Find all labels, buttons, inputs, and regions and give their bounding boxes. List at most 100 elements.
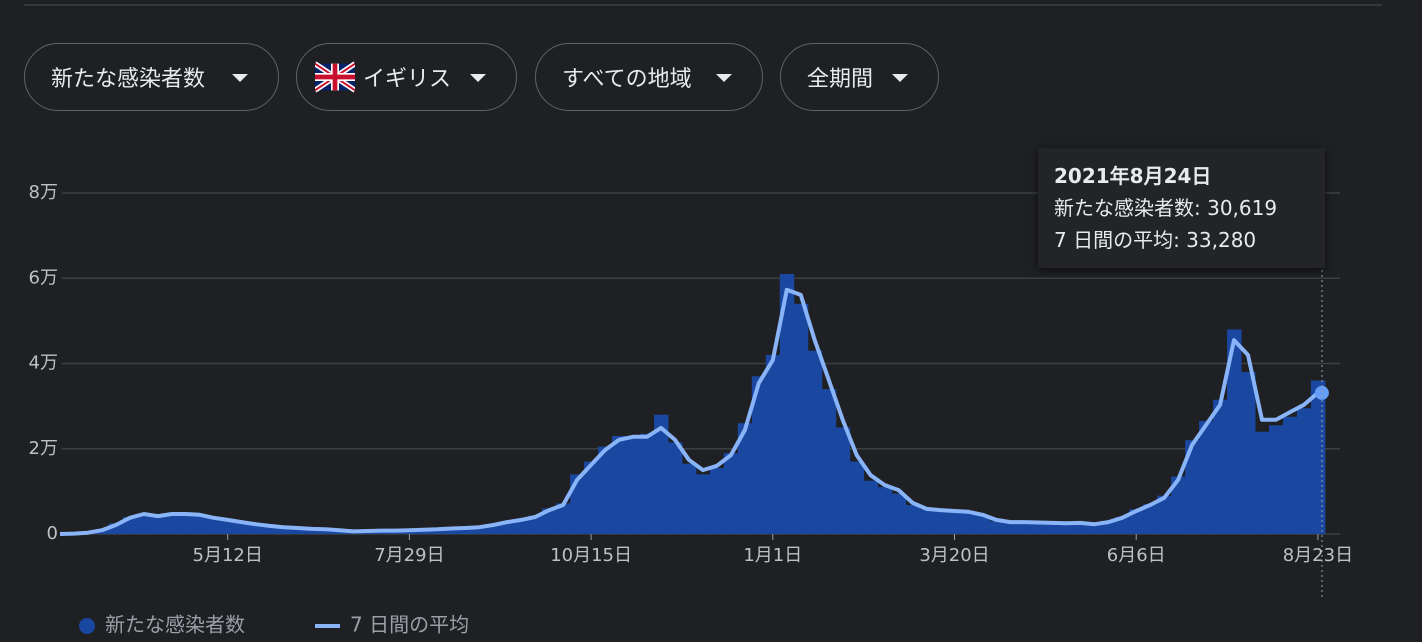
- bar: [849, 461, 865, 534]
- bar: [1003, 522, 1018, 534]
- bar: [486, 524, 501, 534]
- bar: [723, 453, 739, 534]
- bar: [835, 427, 851, 534]
- bar: [304, 529, 320, 534]
- bar: [626, 438, 641, 534]
- x-tick-label: 6月6日: [1107, 545, 1166, 566]
- bar: [1199, 421, 1214, 534]
- bar: [653, 414, 669, 534]
- bar: [276, 527, 292, 534]
- bar: [947, 511, 962, 534]
- bar: [1296, 408, 1312, 534]
- bar: [779, 273, 795, 534]
- bar: [612, 435, 627, 534]
- y-tick-label: 0: [47, 523, 58, 544]
- x-tick-label: 5月12日: [193, 545, 263, 566]
- bar: [598, 446, 613, 534]
- bar: [416, 529, 431, 534]
- bar: [863, 480, 879, 534]
- bar: [1073, 522, 1088, 534]
- bar: [793, 303, 809, 534]
- bar: [1227, 329, 1242, 534]
- bar: [1310, 380, 1326, 534]
- bar: [472, 526, 487, 534]
- x-tick-label: 10月15日: [550, 545, 632, 566]
- bar: [332, 530, 348, 534]
- y-tick-label: 6万: [29, 267, 58, 288]
- bar: [164, 514, 180, 534]
- dropdown-label: 全期間: [807, 67, 874, 92]
- bar: [556, 503, 571, 534]
- bar: [765, 354, 781, 534]
- tooltip: 2021年8月24日 新たな感染者数: 30,619 7 日間の平均: 33,2…: [1038, 148, 1325, 268]
- bar: [891, 493, 907, 534]
- bar: [667, 442, 683, 534]
- bar: [695, 474, 711, 534]
- tooltip-line: 新たな感染者数: 30,619: [1054, 196, 1278, 220]
- bar: [1171, 476, 1186, 534]
- bar: [220, 520, 236, 534]
- bar: [1115, 516, 1130, 534]
- bar: [751, 376, 767, 534]
- bar: [444, 528, 459, 534]
- bar: [178, 513, 194, 534]
- bar: [542, 508, 557, 534]
- bar: [877, 487, 893, 534]
- bar: [1143, 504, 1158, 534]
- bar: [821, 389, 837, 534]
- legend-label: 7 日間の平均: [350, 613, 469, 637]
- country-dropdown[interactable]: イギリス: [296, 43, 517, 111]
- dropdown-label: 新たな感染者数: [51, 67, 206, 92]
- x-tick-label: 3月20日: [919, 545, 989, 566]
- bar: [1045, 523, 1060, 534]
- bar: [108, 523, 124, 534]
- tooltip-title: 2021年8月24日: [1054, 164, 1212, 188]
- bar: [150, 516, 166, 534]
- flag-icon: [315, 61, 355, 93]
- bar: [1255, 431, 1270, 534]
- x-tick-label: 8月23日: [1283, 545, 1353, 566]
- bar: [919, 509, 935, 534]
- bar: [262, 526, 278, 534]
- bar: [234, 522, 250, 534]
- bar: [905, 505, 921, 534]
- average-line: [59, 287, 1320, 536]
- bar: [248, 524, 264, 534]
- bar: [192, 515, 208, 534]
- legend-swatch: [79, 618, 95, 634]
- bar: [290, 528, 306, 534]
- bar: [640, 433, 655, 534]
- dropdown-label: すべての地域: [562, 67, 692, 92]
- metric-dropdown[interactable]: 新たな感染者数: [24, 43, 279, 111]
- bar: [1031, 522, 1046, 534]
- hover-point: [1314, 385, 1329, 400]
- bar: [975, 515, 990, 534]
- bar: [1087, 524, 1102, 534]
- bar: [136, 513, 152, 534]
- bar: [1241, 372, 1256, 534]
- bar: [681, 463, 697, 534]
- legend-label: 新たな感染者数: [105, 613, 245, 637]
- bar: [1059, 523, 1074, 534]
- bar: [1282, 416, 1298, 534]
- bar: [961, 512, 976, 534]
- bar: [1185, 440, 1200, 534]
- bar: [1213, 399, 1228, 534]
- bar: [458, 527, 473, 534]
- period-dropdown[interactable]: 全期間: [780, 43, 939, 111]
- y-tick-label: 4万: [29, 353, 58, 374]
- tooltip-line: 7 日間の平均: 33,280: [1054, 228, 1257, 252]
- bar: [1129, 509, 1144, 534]
- y-tick-label: 8万: [29, 182, 58, 203]
- bar: [206, 518, 222, 534]
- bar: [584, 461, 599, 534]
- x-tick-label: 1月1日: [743, 545, 802, 566]
- bar: [807, 350, 823, 534]
- bar: [709, 467, 725, 534]
- y-tick-label: 2万: [29, 438, 58, 459]
- region-dropdown[interactable]: すべての地域: [535, 43, 763, 111]
- bar: [989, 520, 1004, 534]
- bar: [1268, 425, 1284, 534]
